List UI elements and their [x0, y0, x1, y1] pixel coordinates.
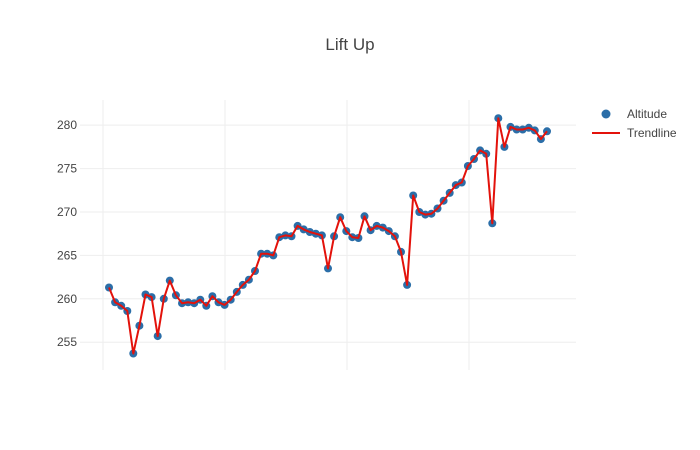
legend-marker-altitude	[601, 109, 611, 119]
legend-item-altitude[interactable]: Altitude	[601, 107, 668, 121]
y-tick-label: 270	[57, 205, 77, 219]
y-tick-label: 255	[57, 335, 77, 349]
y-tick-label: 265	[57, 248, 77, 262]
plot-area	[105, 114, 551, 358]
trendline-series-line[interactable]	[108, 117, 548, 355]
chart-title: Lift Up	[325, 35, 374, 54]
legend-item-trendline[interactable]: Trendline	[592, 126, 677, 140]
legend-label-altitude: Altitude	[627, 107, 667, 121]
y-tick-label: 260	[57, 292, 77, 306]
legend: Altitude Trendline	[592, 107, 677, 140]
y-axis-tick-labels: 255 260 265 270 275 280	[57, 118, 77, 349]
legend-label-trendline: Trendline	[627, 126, 677, 140]
y-tick-label: 275	[57, 162, 77, 176]
y-tick-label: 280	[57, 118, 77, 132]
